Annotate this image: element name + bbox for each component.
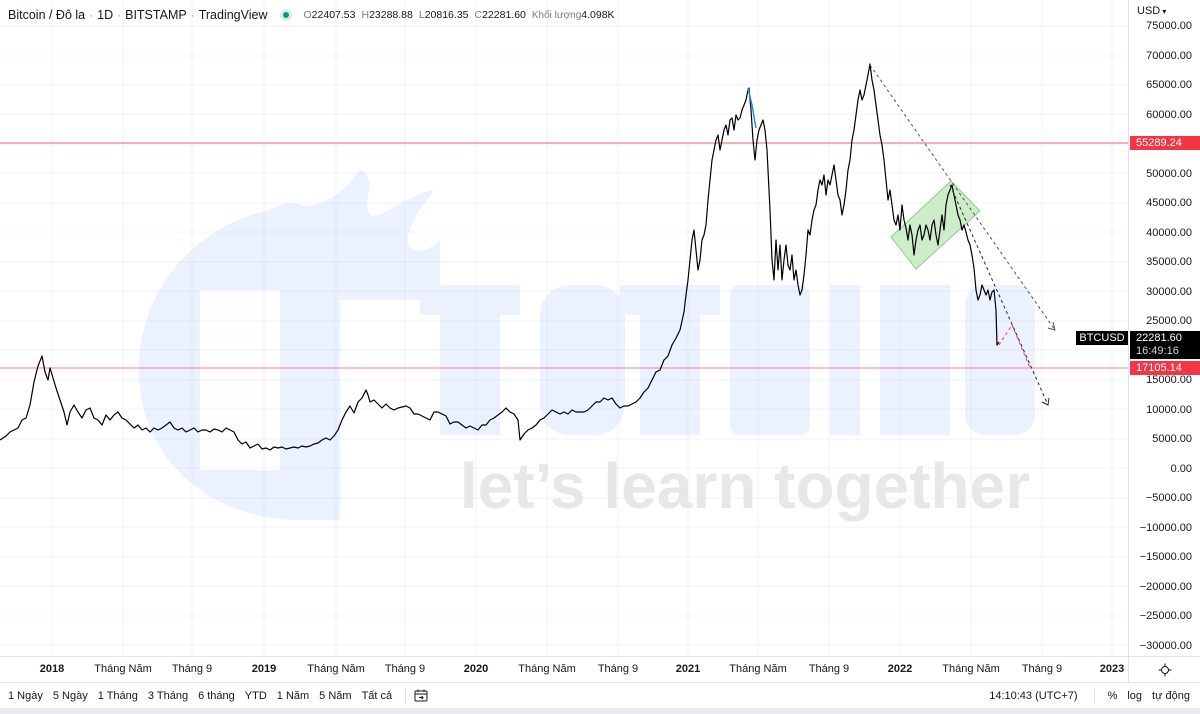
currency-selector[interactable]: USD ▾ bbox=[1137, 5, 1167, 17]
symbol-title[interactable]: Bitcoin / Đô la bbox=[8, 8, 86, 22]
gear-icon bbox=[1158, 663, 1171, 676]
source-label: TradingView bbox=[198, 8, 268, 22]
time-tick: Tháng 9 bbox=[597, 663, 639, 675]
ohlc-open: O22407.53 bbox=[303, 9, 356, 21]
divider bbox=[405, 687, 407, 704]
percent-scale-toggle[interactable]: % bbox=[1107, 689, 1118, 702]
ohlc-high: H23288.88 bbox=[361, 9, 413, 21]
price-tick: 50000.00 bbox=[1146, 168, 1192, 180]
time-tick: Tháng Năm bbox=[729, 663, 787, 675]
price-tick: 70000.00 bbox=[1146, 50, 1192, 62]
chart-pane[interactable]: let’s learn together Bitcoin / Đô la · 1… bbox=[0, 0, 1128, 656]
time-tick: Tháng Năm bbox=[942, 663, 1000, 675]
support-price-tag: 17105.14 bbox=[1130, 361, 1200, 375]
range-1-month[interactable]: 1 Tháng bbox=[97, 689, 138, 702]
time-tick: Tháng 9 bbox=[384, 663, 426, 675]
time-tick: Tháng Năm bbox=[518, 663, 576, 675]
time-tick: 2018 bbox=[39, 663, 65, 675]
range-5-days[interactable]: 5 Ngày bbox=[52, 689, 88, 702]
projection-arrow-3b bbox=[1011, 324, 1031, 369]
divider bbox=[1093, 687, 1095, 704]
chart-canvas[interactable]: let’s learn together bbox=[0, 0, 1128, 656]
time-tick: 2023 bbox=[1099, 663, 1125, 675]
chart-settings-button[interactable] bbox=[1128, 656, 1200, 682]
volume-value: 4.098K bbox=[581, 9, 615, 21]
projection-arrow-2 bbox=[949, 184, 1049, 406]
projection-arrow-3a bbox=[998, 324, 1013, 346]
time-tick: 2019 bbox=[251, 663, 277, 675]
price-tick: −25000.00 bbox=[1139, 610, 1192, 622]
time-tick: 2020 bbox=[463, 663, 489, 675]
marker-arrow bbox=[747, 87, 757, 129]
price-tick: 10000.00 bbox=[1146, 404, 1192, 416]
range-3-months[interactable]: 3 Tháng bbox=[147, 689, 189, 702]
price-tick: 65000.00 bbox=[1146, 79, 1192, 91]
ohlc-close: C22281.60 bbox=[474, 9, 526, 21]
log-scale-toggle[interactable]: log bbox=[1127, 689, 1143, 702]
price-axis[interactable]: USD ▾ 75000.00 70000.00 65000.00 60000.0… bbox=[1128, 0, 1200, 656]
timezone-clock[interactable]: 14:10:43 (UTC+7) bbox=[989, 689, 1078, 702]
time-tick: Tháng 9 bbox=[808, 663, 850, 675]
price-tick: 60000.00 bbox=[1146, 109, 1192, 121]
resistance-price-tag: 55289.24 bbox=[1130, 136, 1200, 150]
price-tick: 40000.00 bbox=[1146, 227, 1192, 239]
price-tick: 25000.00 bbox=[1146, 315, 1192, 327]
symbol-legend[interactable]: Bitcoin / Đô la · 1D · BITSTAMP · Tradin… bbox=[8, 8, 615, 22]
bottom-panel-edge bbox=[0, 708, 1200, 714]
go-to-date-button[interactable] bbox=[414, 689, 428, 702]
arrowhead-1 bbox=[1047, 321, 1056, 331]
time-tick: Tháng 9 bbox=[1021, 663, 1063, 675]
time-tick: Tháng 9 bbox=[171, 663, 213, 675]
range-all[interactable]: Tất cả bbox=[361, 689, 393, 702]
interval-label[interactable]: 1D bbox=[97, 8, 114, 22]
price-tick: 45000.00 bbox=[1146, 197, 1192, 209]
price-tick: 15000.00 bbox=[1146, 374, 1192, 386]
auto-scale-toggle[interactable]: tự động bbox=[1152, 689, 1190, 702]
time-tick: Tháng Năm bbox=[307, 663, 365, 675]
time-tick: 2021 bbox=[675, 663, 701, 675]
watermark-tagline: let’s learn together bbox=[460, 450, 1030, 522]
bottom-toolbar: 1 Ngày 5 Ngày 1 Tháng 3 Tháng 6 tháng YT… bbox=[0, 682, 1200, 708]
price-tick: −15000.00 bbox=[1139, 551, 1192, 563]
right-tools: 14:10:43 (UTC+7) % log tự động bbox=[989, 687, 1200, 704]
exchange-label: BITSTAMP bbox=[125, 8, 187, 22]
bear-flag-channel bbox=[890, 180, 981, 270]
range-1-year[interactable]: 1 Năm bbox=[276, 689, 310, 702]
range-5-years[interactable]: 5 Năm bbox=[319, 689, 352, 702]
price-tick: 30000.00 bbox=[1146, 286, 1192, 298]
symbol-price-tag: BTCUSD bbox=[1076, 331, 1128, 345]
arrowhead-2 bbox=[1041, 397, 1050, 406]
last-price-tag: 22281.60 16:49:16 bbox=[1130, 331, 1200, 359]
range-ytd[interactable]: YTD bbox=[244, 689, 267, 702]
range-6-months[interactable]: 6 tháng bbox=[198, 689, 235, 702]
ohlc-low: L20816.35 bbox=[418, 9, 469, 21]
price-tick: −30000.00 bbox=[1139, 640, 1192, 652]
price-tick: −20000.00 bbox=[1139, 581, 1192, 593]
bar-countdown: 16:49:16 bbox=[1136, 345, 1179, 357]
price-tick: 35000.00 bbox=[1146, 256, 1192, 268]
price-series-line bbox=[0, 63, 1000, 451]
price-tick: 0.00 bbox=[1170, 463, 1192, 475]
price-tick: −10000.00 bbox=[1139, 522, 1192, 534]
price-tick: 75000.00 bbox=[1146, 20, 1192, 32]
time-tick: 2022 bbox=[887, 663, 913, 675]
chevron-down-icon: ▾ bbox=[1162, 6, 1167, 16]
time-tick: Tháng Năm bbox=[94, 663, 152, 675]
grid-lines bbox=[0, 0, 1128, 656]
price-tick: −5000.00 bbox=[1145, 492, 1192, 504]
price-tick: 5000.00 bbox=[1152, 433, 1192, 445]
calendar-range-icon bbox=[414, 689, 428, 702]
time-axis[interactable]: 2018 Tháng Năm Tháng 9 2019 Tháng Năm Th… bbox=[0, 656, 1128, 682]
range-1-day[interactable]: 1 Ngày bbox=[8, 689, 43, 702]
volume-label: Khối lượng bbox=[531, 9, 582, 21]
market-status-icon[interactable] bbox=[279, 9, 292, 21]
